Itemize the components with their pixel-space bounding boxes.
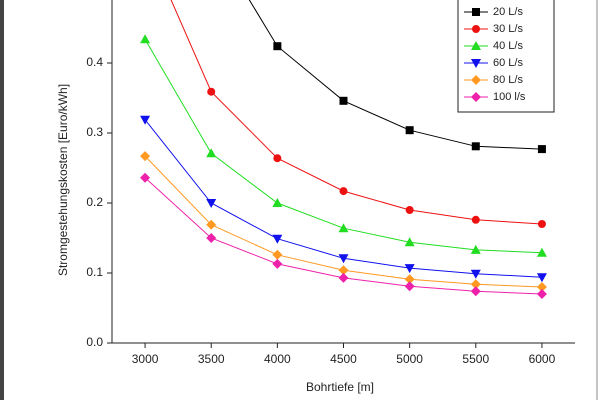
marker: [273, 42, 282, 51]
marker: [471, 59, 481, 68]
marker: [472, 8, 480, 16]
y-tick-label: 0.2: [86, 195, 103, 209]
legend-label: 100 l/s: [493, 91, 526, 103]
marker: [206, 199, 217, 208]
legend-label: 60 L/s: [493, 57, 523, 69]
x-tick-label: 5500: [462, 352, 489, 366]
marker: [471, 142, 480, 151]
marker: [405, 206, 414, 214]
x-tick-label: 4000: [264, 352, 291, 366]
legend-label: 20 L/s: [493, 6, 523, 18]
marker: [272, 258, 283, 269]
marker: [404, 281, 415, 292]
x-axis-label: Bohrtiefe [m]: [306, 380, 374, 394]
marker: [338, 272, 349, 283]
legend-label: 80 L/s: [493, 74, 523, 86]
marker: [471, 75, 481, 85]
marker: [140, 34, 151, 44]
x-tick-label: 3000: [132, 352, 159, 366]
x-tick-label: 3500: [198, 352, 225, 366]
x-tick-label: 4500: [330, 352, 357, 366]
marker: [140, 115, 151, 125]
marker: [206, 148, 217, 158]
marker: [536, 282, 547, 292]
legend-label: 40 L/s: [493, 40, 523, 52]
marker: [272, 198, 283, 207]
legend: 20 L/s 30 L/s 40 L/s 60 L/s 80 L/s 100 l/s: [457, 0, 555, 113]
marker: [273, 154, 282, 163]
marker: [206, 219, 217, 230]
marker: [471, 215, 480, 224]
marker: [471, 41, 481, 50]
marker: [272, 249, 283, 260]
legend-box: [457, 0, 555, 113]
legend-label: 30 L/s: [493, 23, 523, 35]
y-tick-label: 0.4: [86, 55, 103, 69]
x-tick-label: 5000: [396, 352, 423, 366]
x-tick-label: 6000: [529, 352, 556, 366]
marker: [470, 286, 481, 297]
marker: [404, 237, 415, 247]
marker: [140, 172, 151, 183]
marker: [404, 264, 415, 274]
marker: [207, 87, 216, 96]
y-tick-label: 0.0: [86, 335, 103, 349]
window-edge: [0, 0, 4, 400]
marker: [470, 244, 481, 254]
marker: [472, 25, 480, 33]
marker: [470, 269, 481, 279]
marker: [338, 254, 349, 264]
marker: [339, 187, 348, 196]
marker: [140, 151, 151, 162]
marker: [537, 145, 546, 154]
series-line: [144, 119, 542, 278]
marker: [338, 223, 349, 233]
marker: [536, 273, 547, 283]
y-tick-label: 0.1: [86, 265, 103, 279]
marker: [338, 265, 349, 276]
marker: [470, 279, 481, 290]
marker: [536, 289, 547, 299]
marker: [537, 220, 546, 228]
y-axis-label: Stromgestehungskosten [Euro/kWh]: [56, 84, 70, 276]
marker: [405, 126, 414, 135]
marker: [206, 233, 217, 243]
marker: [471, 92, 481, 102]
marker: [536, 247, 547, 257]
marker: [272, 234, 283, 244]
plot-area: [140, 0, 547, 299]
y-tick-label: 0.3: [86, 125, 103, 139]
marker: [404, 274, 415, 285]
marker: [339, 96, 348, 105]
